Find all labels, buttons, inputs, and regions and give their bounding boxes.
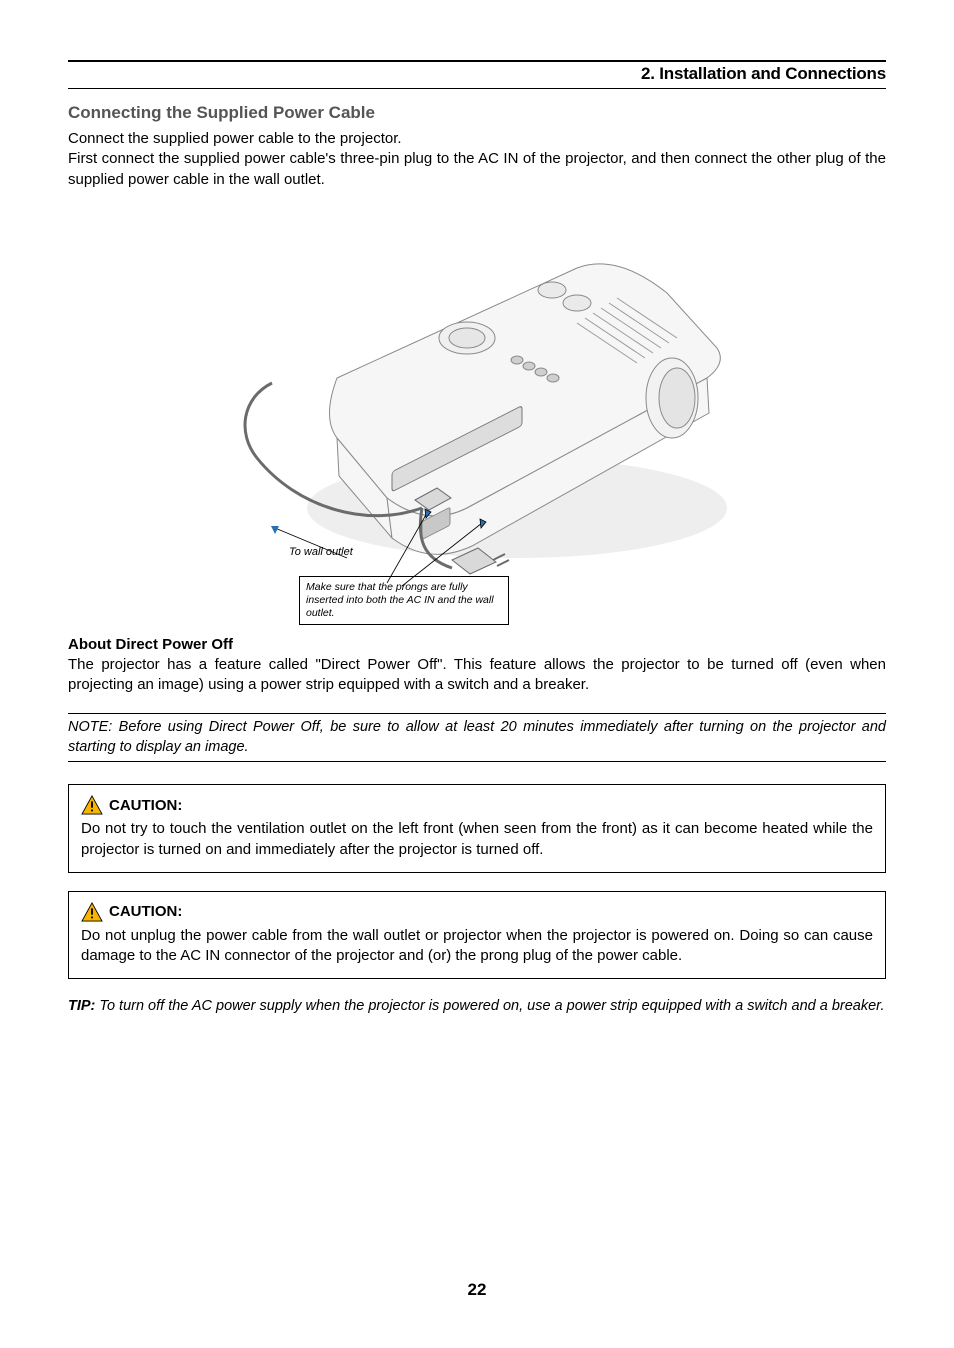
chapter-title: 2. Installation and Connections: [641, 64, 886, 84]
caution-1-head: CAUTION:: [81, 795, 873, 815]
caution-2-body: Do not unplug the power cable from the w…: [81, 926, 873, 967]
figure-wrap: To wall outlet Make sure that the prongs…: [68, 208, 886, 608]
to-wall-outlet-label: To wall outlet: [289, 546, 353, 558]
section-title: Connecting the Supplied Power Cable: [68, 103, 886, 123]
warning-icon: [81, 902, 103, 922]
intro-line-1: Connect the supplied power cable to the …: [68, 129, 886, 149]
tip-label: TIP:: [68, 998, 95, 1014]
projector-figure: To wall outlet Make sure that the prongs…: [217, 208, 737, 608]
header-rule: [68, 60, 886, 62]
tip-body: To turn off the AC power supply when the…: [95, 998, 884, 1014]
chapter-header: 2. Installation and Connections: [68, 64, 886, 89]
caution-2-head: CAUTION:: [81, 902, 873, 922]
tip-line: TIP: To turn off the AC power supply whe…: [68, 997, 886, 1017]
note-text: NOTE: Before using Direct Power Off, be …: [68, 714, 886, 761]
prong-note-box: Make sure that the prongs are fully inse…: [299, 576, 509, 625]
caution-1-body: Do not try to touch the ventilation outl…: [81, 819, 873, 860]
warning-icon: [81, 795, 103, 815]
page: 2. Installation and Connections Connecti…: [0, 0, 954, 1348]
caution-box-2: CAUTION: Do not unplug the power cable f…: [68, 891, 886, 980]
page-number: 22: [0, 1280, 954, 1300]
caution-box-1: CAUTION: Do not try to touch the ventila…: [68, 784, 886, 873]
dpo-heading: About Direct Power Off: [68, 636, 886, 653]
intro-line-2: First connect the supplied power cable's…: [68, 149, 886, 190]
note-rule-bottom: [68, 761, 886, 762]
caution-2-label: CAUTION:: [109, 903, 182, 920]
caution-1-label: CAUTION:: [109, 797, 182, 814]
dpo-body: The projector has a feature called "Dire…: [68, 655, 886, 696]
